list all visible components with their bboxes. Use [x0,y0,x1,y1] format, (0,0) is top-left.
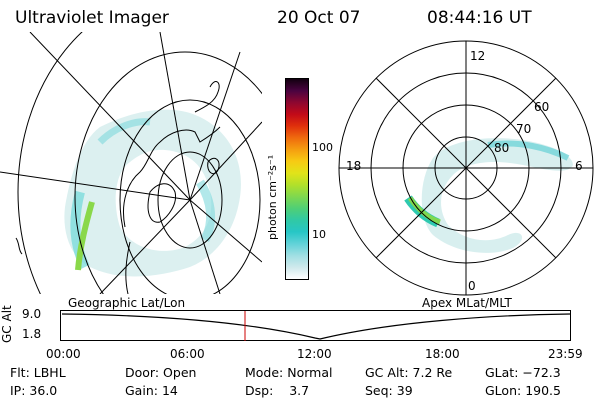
door-value: Open [163,365,197,380]
dsp-info: Dsp: 3.7 [245,383,310,398]
mlt-label-12: 12 [470,49,485,63]
aurora-oval-polar [421,138,573,253]
geographic-map [0,32,262,294]
time-tick-2359: 23:59 [548,347,583,361]
altitude-plot [60,310,571,341]
glon-info: GLon: 190.5 [485,383,561,398]
altitude-tick-9: 9.0 [22,307,42,321]
mlat-label-70: 70 [516,122,531,136]
altitude-ylabel: GC Alt [0,305,14,343]
geographic-label: Geographic Lat/Lon [68,296,186,310]
gc-alt-value: 7.2 Re [412,365,453,380]
mode-value: Normal [287,365,333,380]
glat-info: GLat: −72.3 [485,365,561,380]
app-title: Ultraviolet Imager [15,8,169,28]
time-tick-1800: 18:00 [425,347,460,361]
gc-alt-info: GC Alt: 7.2 Re [365,365,453,380]
header-date: 20 Oct 07 [277,8,361,28]
mode-info: Mode: Normal [245,365,333,380]
ip-info: IP: 36.0 [10,383,58,398]
time-tick-1200: 12:00 [297,347,332,361]
header-time: 08:44:16 UT [427,8,532,28]
aurora-oval-geo [64,109,241,277]
colorbar-unit-label: photon cm⁻²s⁻¹ [266,154,279,240]
flt-info: Flt: LBHL [10,365,66,380]
glat-value: −72.3 [522,365,561,380]
ip-value: 36.0 [29,383,58,398]
mlat-label-80: 80 [494,141,509,155]
glon-value: 190.5 [525,383,561,398]
polar-plot: 12 18 6 0 60 70 80 [338,40,594,296]
mlt-label-0: 0 [468,279,476,293]
aurora-hotspot-geo [75,201,95,271]
gain-info: Gain: 14 [125,383,178,398]
dsp-value: 3.7 [289,383,310,398]
mlt-label-6: 6 [575,159,583,173]
colorbar [285,78,309,280]
time-tick-0000: 00:00 [46,347,81,361]
seq-value: 39 [396,383,413,398]
gain-value: 14 [161,383,178,398]
colorbar-tick-100: 100 [312,141,333,154]
door-info: Door: Open [125,365,197,380]
mlt-label-18: 18 [346,159,361,173]
time-tick-0600: 06:00 [170,347,205,361]
flt-value: LBHL [33,365,66,380]
colorbar-tick-10: 10 [312,228,326,241]
altitude-curve [61,313,571,340]
mlat-label-60: 60 [534,100,549,114]
apex-label: Apex MLat/MLT [422,296,512,310]
seq-info: Seq: 39 [365,383,413,398]
altitude-tick-1-8: 1.8 [22,327,42,341]
